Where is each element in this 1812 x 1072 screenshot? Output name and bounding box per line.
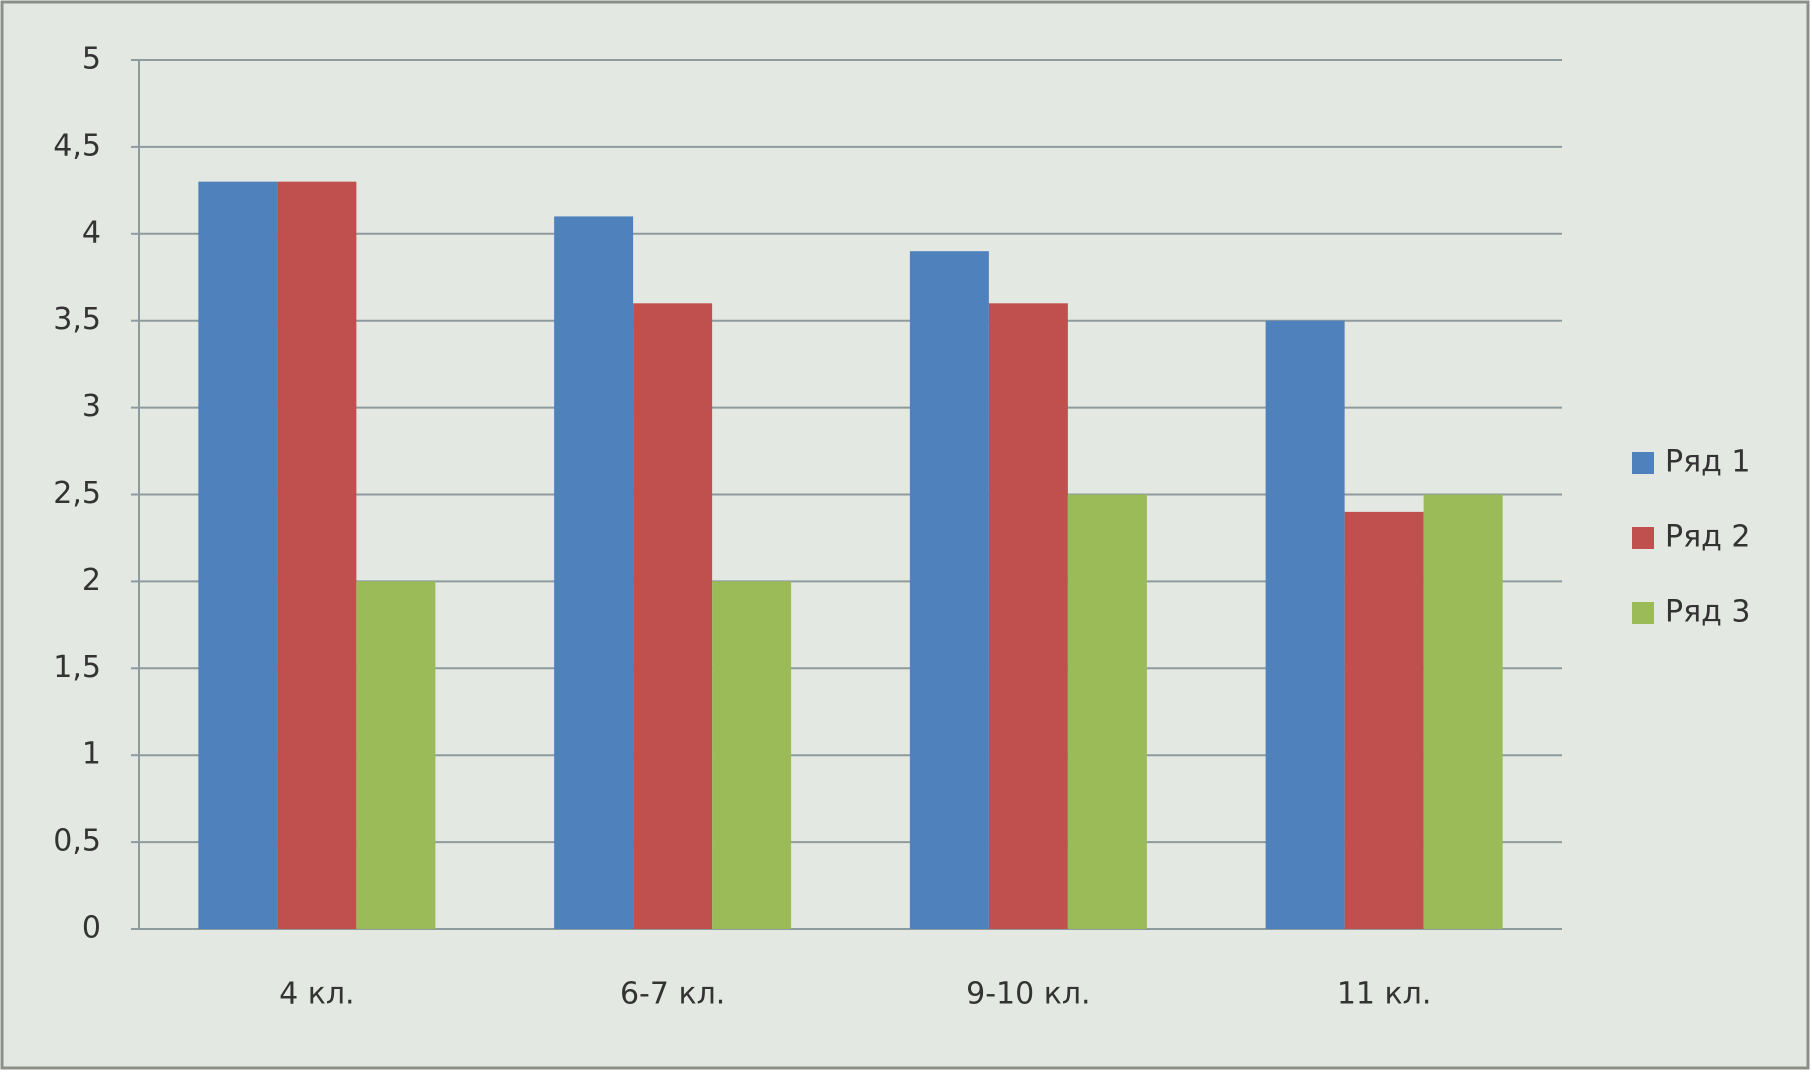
legend-swatch (1632, 527, 1654, 549)
bar (554, 216, 634, 930)
legend-label: Ряд 1 (1665, 445, 1751, 480)
legend-label: Ряд 2 (1665, 520, 1751, 555)
bar (1067, 494, 1147, 929)
y-tick-label: 1,5 (53, 650, 101, 685)
bar (356, 581, 436, 929)
bar (633, 303, 713, 929)
x-tick-label: 6-7 кл. (620, 977, 725, 1012)
bar (712, 581, 792, 929)
y-tick-label: 2,5 (53, 476, 101, 511)
y-tick-label: 1 (82, 737, 101, 772)
bar (1344, 511, 1424, 929)
bar (277, 181, 357, 929)
bar (909, 251, 989, 929)
y-tick-label: 5 (82, 42, 101, 77)
y-tick-label: 2 (82, 563, 101, 598)
y-tick-label: 3,5 (53, 302, 101, 337)
legend-label: Ряд 3 (1665, 595, 1751, 630)
bar (1423, 494, 1503, 929)
bar (988, 303, 1068, 929)
x-tick-label: 4 кл. (279, 977, 354, 1012)
y-tick-label: 0,5 (53, 824, 101, 859)
y-tick-label: 3 (82, 389, 101, 424)
legend-swatch (1632, 602, 1654, 624)
y-tick-label: 4 (82, 215, 101, 250)
y-tick-label: 0 (82, 911, 101, 946)
x-tick-label: 11 кл. (1337, 977, 1432, 1012)
y-tick-label: 4,5 (53, 128, 101, 163)
bar (1265, 320, 1345, 929)
x-tick-label: 9-10 кл. (966, 977, 1090, 1012)
bar (198, 181, 278, 929)
legend-swatch (1632, 452, 1654, 474)
